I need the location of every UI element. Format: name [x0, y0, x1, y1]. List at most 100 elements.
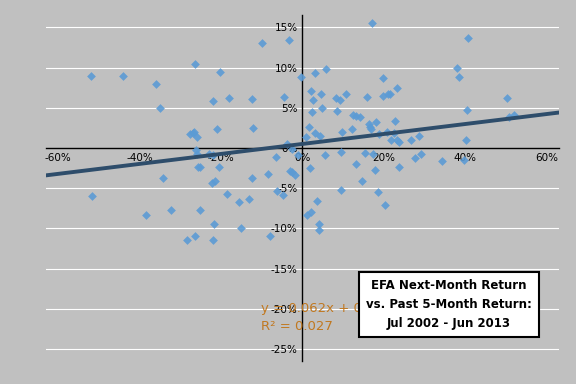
Point [336, 149, 346, 156]
Point [351, 161, 361, 167]
Point [192, 151, 202, 157]
Point [214, 164, 223, 170]
Point [355, 114, 365, 120]
Point [196, 164, 205, 170]
Point [155, 104, 164, 111]
Point [503, 94, 512, 101]
Point [378, 93, 388, 99]
Point [190, 129, 199, 135]
Point [452, 65, 461, 71]
Point [315, 132, 324, 139]
Point [437, 158, 446, 164]
Point [311, 130, 320, 136]
Point [414, 133, 423, 139]
Point [193, 164, 202, 170]
Point [385, 91, 395, 97]
Point [265, 233, 274, 240]
Point [290, 172, 300, 178]
Point [374, 131, 384, 137]
Point [302, 134, 311, 141]
Point [287, 146, 297, 152]
Point [279, 94, 289, 100]
Point [306, 209, 315, 215]
Point [454, 74, 464, 80]
Point [357, 178, 366, 184]
Point [248, 124, 257, 131]
Point [333, 108, 342, 114]
Point [213, 126, 222, 132]
Point [188, 130, 198, 136]
Point [195, 207, 204, 213]
Point [314, 227, 324, 233]
Point [190, 233, 199, 239]
Point [314, 221, 323, 227]
Point [158, 175, 167, 181]
Point [395, 139, 404, 145]
Point [294, 152, 303, 158]
Point [348, 112, 358, 118]
Point [461, 137, 470, 143]
Point [341, 91, 350, 97]
Point [287, 169, 297, 175]
Point [208, 98, 217, 104]
Point [463, 35, 472, 41]
Point [370, 167, 380, 173]
Text: y = 0.062x + 0.005
R² = 0.027: y = 0.062x + 0.005 R² = 0.027 [262, 302, 392, 333]
Point [305, 164, 314, 170]
Point [263, 171, 272, 177]
Point [216, 69, 225, 75]
Point [382, 129, 392, 135]
Point [257, 40, 266, 46]
Point [167, 207, 176, 213]
Point [209, 237, 218, 243]
Point [331, 95, 340, 101]
Point [304, 124, 313, 130]
Point [222, 191, 232, 197]
Point [86, 73, 96, 79]
Point [310, 70, 320, 76]
Point [296, 74, 305, 80]
Point [237, 225, 246, 232]
Point [362, 94, 372, 100]
Point [460, 157, 469, 163]
Point [248, 96, 257, 102]
Point [285, 168, 294, 174]
Point [371, 119, 380, 125]
Point [392, 85, 401, 91]
Point [141, 212, 150, 218]
Point [278, 192, 287, 198]
Point [211, 177, 220, 184]
Point [386, 136, 396, 142]
Point [272, 188, 282, 194]
Point [224, 95, 233, 101]
Point [509, 112, 518, 118]
Point [282, 141, 291, 147]
Point [360, 151, 369, 157]
Point [365, 124, 374, 130]
Point [407, 137, 416, 143]
Point [308, 108, 317, 114]
Point [317, 105, 327, 111]
Point [285, 37, 294, 43]
Point [347, 126, 357, 132]
Point [378, 75, 388, 81]
Point [336, 187, 345, 193]
Point [191, 61, 200, 68]
Point [392, 137, 401, 143]
Point [271, 154, 281, 160]
Point [119, 73, 128, 79]
Point [463, 107, 472, 113]
Point [368, 20, 377, 26]
Text: EFA Next-Month Return
vs. Past 5-Month Return:
Jul 2002 - Jun 2013: EFA Next-Month Return vs. Past 5-Month R… [366, 279, 532, 330]
Point [306, 88, 316, 94]
Point [321, 152, 330, 158]
Point [368, 151, 377, 157]
Point [309, 97, 318, 103]
Point [384, 91, 393, 97]
Point [389, 130, 399, 136]
Point [390, 118, 399, 124]
Point [337, 129, 346, 135]
Point [416, 151, 425, 157]
Point [245, 196, 254, 202]
Point [151, 81, 161, 87]
